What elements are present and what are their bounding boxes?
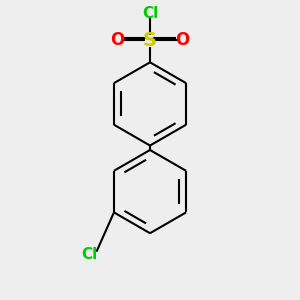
Text: Cl: Cl: [81, 247, 97, 262]
Text: S: S: [143, 31, 157, 50]
Text: Cl: Cl: [142, 6, 158, 21]
Text: O: O: [110, 31, 124, 49]
Text: O: O: [176, 31, 190, 49]
